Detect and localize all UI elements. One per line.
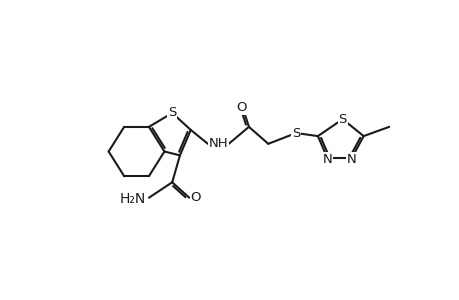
Text: O: O (190, 191, 200, 204)
Text: N: N (347, 153, 356, 166)
Text: H₂N: H₂N (119, 192, 146, 206)
Text: S: S (168, 106, 176, 119)
Text: N: N (322, 153, 331, 166)
Text: O: O (235, 101, 246, 114)
Text: NH: NH (208, 137, 228, 150)
Text: S: S (338, 113, 346, 126)
Text: S: S (291, 127, 300, 140)
